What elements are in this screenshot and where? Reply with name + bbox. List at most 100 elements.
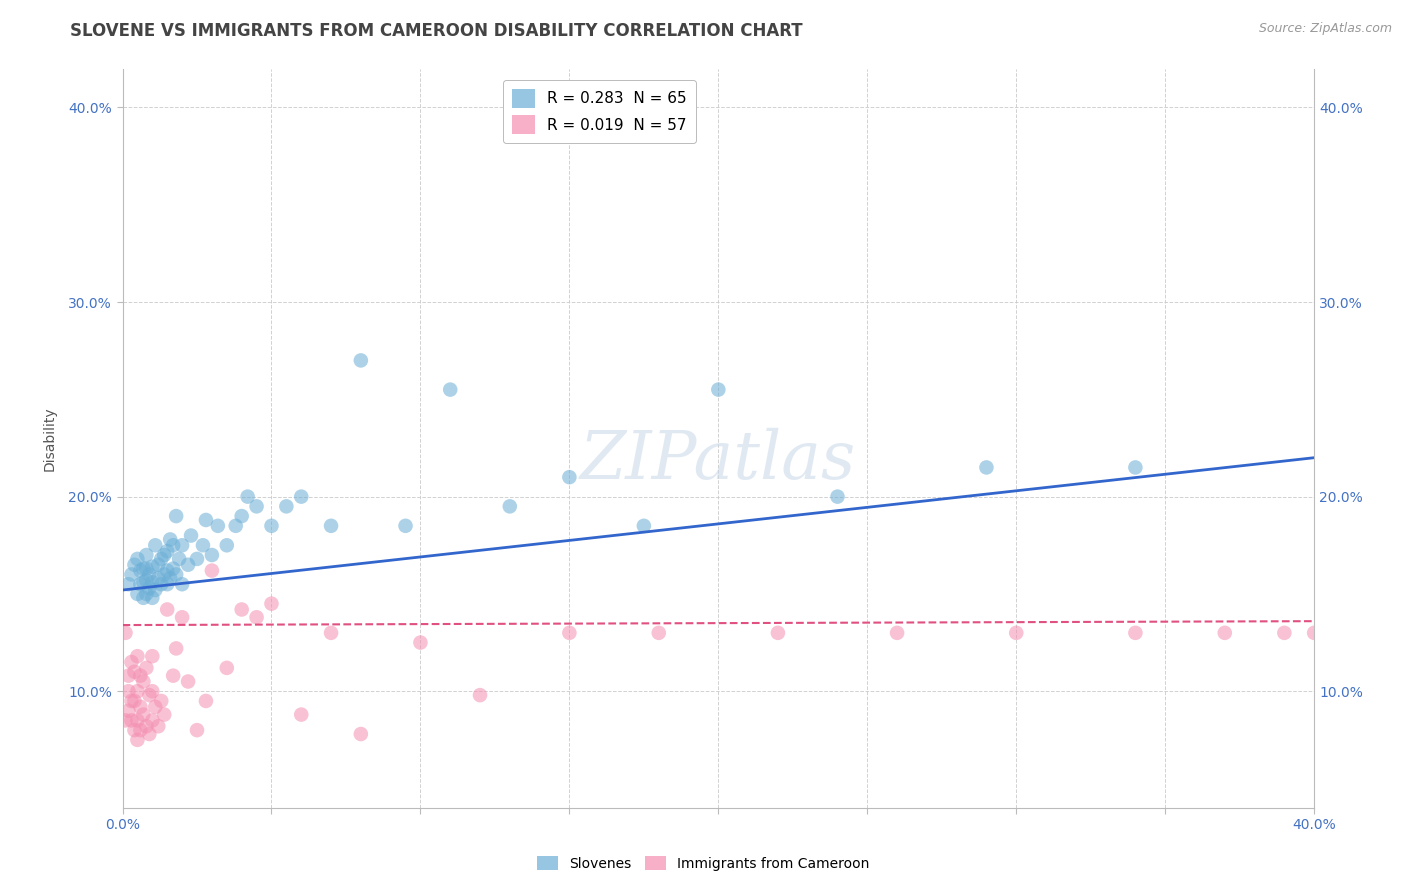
Point	[207, 518, 229, 533]
Point	[350, 727, 373, 741]
Point	[135, 661, 157, 675]
Point	[976, 460, 998, 475]
Point	[120, 567, 142, 582]
Point	[127, 552, 149, 566]
Point	[156, 544, 179, 558]
Point	[167, 552, 190, 566]
Point	[148, 719, 170, 733]
Point	[129, 668, 152, 682]
Point	[120, 714, 142, 728]
Point	[1125, 625, 1147, 640]
Point	[120, 694, 142, 708]
Point	[194, 694, 217, 708]
Point	[186, 552, 208, 566]
Point	[138, 688, 160, 702]
Point	[172, 538, 194, 552]
Point	[143, 538, 166, 552]
Point	[1125, 460, 1147, 475]
Point	[135, 574, 157, 588]
Point	[194, 513, 217, 527]
Point	[162, 668, 184, 682]
Point	[558, 625, 581, 640]
Point	[129, 723, 152, 738]
Point	[129, 564, 152, 578]
Legend: Slovenes, Immigrants from Cameroon: Slovenes, Immigrants from Cameroon	[531, 850, 875, 876]
Point	[633, 518, 655, 533]
Point	[127, 714, 149, 728]
Point	[150, 577, 173, 591]
Point	[319, 518, 342, 533]
Text: SLOVENE VS IMMIGRANTS FROM CAMEROON DISABILITY CORRELATION CHART: SLOVENE VS IMMIGRANTS FROM CAMEROON DISA…	[70, 22, 803, 40]
Point	[150, 552, 173, 566]
Point	[135, 587, 157, 601]
Point	[468, 688, 491, 702]
Point	[117, 668, 139, 682]
Y-axis label: Disability: Disability	[44, 406, 58, 471]
Point	[132, 591, 155, 605]
Point	[409, 635, 432, 649]
Point	[350, 353, 373, 368]
Point	[127, 732, 149, 747]
Point	[766, 625, 789, 640]
Point	[319, 625, 342, 640]
Point	[172, 610, 194, 624]
Point	[231, 509, 253, 524]
Point	[141, 575, 163, 590]
Point	[177, 558, 200, 572]
Point	[114, 714, 136, 728]
Point	[132, 707, 155, 722]
Point	[153, 548, 176, 562]
Point	[165, 567, 187, 582]
Point	[141, 591, 163, 605]
Point	[186, 723, 208, 738]
Point	[707, 383, 730, 397]
Point	[138, 727, 160, 741]
Point	[1213, 625, 1236, 640]
Point	[124, 558, 146, 572]
Point	[394, 518, 416, 533]
Point	[138, 581, 160, 595]
Point	[127, 649, 149, 664]
Point	[148, 558, 170, 572]
Point	[159, 533, 181, 547]
Point	[191, 538, 214, 552]
Point	[132, 674, 155, 689]
Point	[162, 561, 184, 575]
Point	[124, 694, 146, 708]
Point	[156, 564, 179, 578]
Point	[124, 723, 146, 738]
Point	[648, 625, 671, 640]
Point	[201, 548, 224, 562]
Point	[138, 567, 160, 582]
Point	[156, 602, 179, 616]
Point	[114, 625, 136, 640]
Point	[135, 561, 157, 575]
Point	[245, 500, 267, 514]
Point	[439, 383, 461, 397]
Point	[290, 707, 312, 722]
Point	[886, 625, 908, 640]
Point	[180, 528, 202, 542]
Point	[120, 655, 142, 669]
Point	[177, 674, 200, 689]
Point	[236, 490, 259, 504]
Point	[143, 699, 166, 714]
Point	[159, 571, 181, 585]
Point	[117, 704, 139, 718]
Text: Source: ZipAtlas.com: Source: ZipAtlas.com	[1258, 22, 1392, 36]
Point	[827, 490, 849, 504]
Point	[172, 577, 194, 591]
Point	[290, 490, 312, 504]
Point	[135, 548, 157, 562]
Point	[153, 707, 176, 722]
Point	[153, 567, 176, 582]
Point	[260, 597, 283, 611]
Point	[165, 641, 187, 656]
Point	[499, 500, 522, 514]
Point	[129, 699, 152, 714]
Point	[117, 684, 139, 698]
Point	[156, 577, 179, 591]
Point	[231, 602, 253, 616]
Point	[1272, 625, 1295, 640]
Point	[127, 684, 149, 698]
